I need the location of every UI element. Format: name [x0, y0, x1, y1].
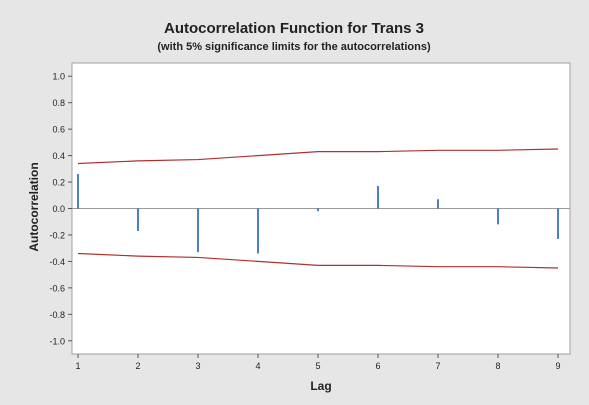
upper-significance-limit	[77, 148, 559, 165]
y-tick-label: 0.4	[52, 151, 65, 161]
lower-significance-limit	[77, 252, 559, 269]
y-tick-label: 1.0	[52, 72, 65, 82]
x-tick-label: 9	[555, 361, 560, 371]
y-tick-label: 0.8	[52, 98, 65, 108]
y-tick-label: -0.8	[49, 310, 65, 320]
y-tick-label: 0.6	[52, 125, 65, 135]
y-tick-label: 0.2	[52, 178, 65, 188]
x-tick-label: 7	[435, 361, 440, 371]
x-tick-label: 5	[315, 361, 320, 371]
y-axis-label: Autocorrelation	[27, 162, 41, 251]
y-tick-label: -0.4	[49, 257, 65, 267]
x-tick-label: 6	[375, 361, 380, 371]
x-tick-label: 8	[495, 361, 500, 371]
y-tick-label: -0.2	[49, 230, 65, 240]
x-tick-label: 1	[75, 361, 80, 371]
y-tick-label: -1.0	[49, 336, 65, 346]
y-tick-label: 0.0	[52, 204, 65, 214]
x-tick-label: 2	[135, 361, 140, 371]
x-axis-label: Lag	[310, 379, 331, 393]
chart-title: Autocorrelation Function for Trans 3	[164, 20, 424, 37]
y-tick-label: -0.6	[49, 283, 65, 293]
chart-marks: 1.0 0.8 0.6 0.4 0.2 0.0 -0.2 -0.4 -0.6 -0.8 -1.0 1 2…	[49, 72, 570, 371]
x-tick-label: 3	[195, 361, 200, 371]
x-tick-label: 4	[255, 361, 260, 371]
chart-subtitle: (with 5% significance limits for the aut…	[157, 41, 431, 53]
